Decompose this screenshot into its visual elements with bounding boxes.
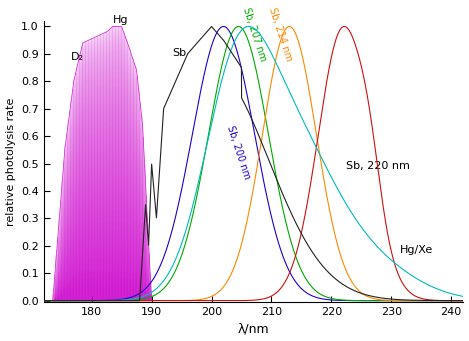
Text: Sb, 200 nm: Sb, 200 nm	[225, 124, 252, 181]
Text: Hg: Hg	[113, 15, 128, 25]
Text: Sb: Sb	[173, 48, 187, 58]
Text: Hg/Xe: Hg/Xe	[400, 245, 433, 255]
Text: Sb, 207 nm: Sb, 207 nm	[241, 6, 268, 63]
Text: Sb, 220 nm: Sb, 220 nm	[346, 161, 410, 171]
X-axis label: λ/nm: λ/nm	[238, 323, 269, 336]
Text: D₂: D₂	[71, 52, 83, 62]
Y-axis label: relative photolysis rate: relative photolysis rate	[6, 97, 15, 226]
Text: Sb, 214 nm: Sb, 214 nm	[267, 6, 294, 63]
